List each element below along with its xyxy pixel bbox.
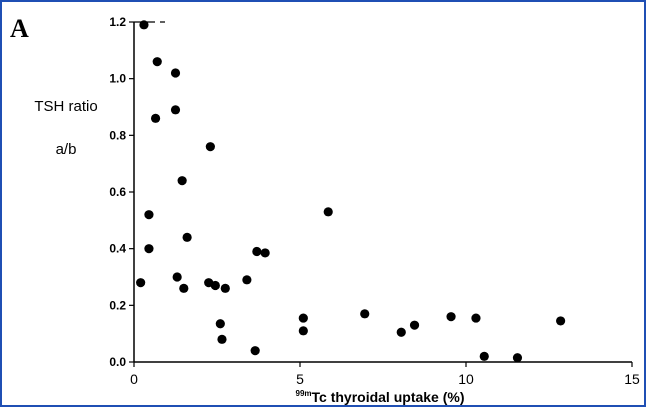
data-point (242, 275, 252, 285)
data-point (172, 272, 182, 282)
data-point (136, 278, 146, 288)
data-point (298, 326, 308, 336)
y-tick-label: 0.4 (109, 242, 126, 256)
x-tick-label: 0 (130, 371, 138, 387)
data-point (170, 105, 181, 115)
data-point (205, 142, 215, 152)
x-tick-label: 15 (624, 371, 640, 387)
x-axis-label: 99mTc thyroidal uptake (%) (296, 389, 465, 405)
data-point (409, 320, 420, 330)
data-point (250, 346, 260, 356)
data-point (144, 244, 154, 254)
x-tick-label: 10 (458, 371, 474, 387)
panel-label: A (10, 14, 29, 43)
y-axis-label-line2: a/b (56, 141, 77, 158)
data-point (170, 68, 181, 78)
data-point (252, 246, 262, 257)
data-point (217, 334, 227, 344)
data-point (556, 316, 566, 326)
x-tick-label: 5 (296, 371, 304, 387)
y-tick-label: 0.0 (109, 355, 126, 369)
y-tick-label: 0.8 (109, 128, 126, 142)
data-points (136, 20, 566, 363)
data-point (360, 309, 370, 319)
x-axis-label-main: Tc thyroidal uptake (%) (312, 389, 465, 405)
data-point (179, 283, 189, 293)
y-tick-label: 1.2 (109, 15, 126, 29)
data-point (215, 319, 225, 329)
y-axis-ticks: 0.0 0.2 0.4 0.6 0.8 1.0 1.2 (109, 15, 134, 369)
x-axis-ticks: 0 5 10 15 (130, 362, 640, 387)
x-axis-label-superscript: 99m (296, 389, 312, 398)
y-tick-label: 0.2 (109, 298, 126, 312)
y-tick-label: 1.0 (109, 72, 126, 86)
data-point (446, 312, 456, 322)
data-point (152, 57, 162, 67)
y-axis-label-line1: TSH ratio (34, 98, 97, 115)
data-point (144, 210, 154, 220)
data-point (260, 248, 270, 258)
data-point (298, 313, 308, 323)
data-point (471, 313, 481, 323)
data-point (512, 353, 523, 363)
data-point (177, 176, 187, 186)
data-point (323, 207, 333, 217)
data-point (210, 280, 220, 291)
y-tick-label: 0.6 (109, 185, 126, 199)
data-point (139, 20, 149, 30)
data-point (479, 351, 489, 361)
data-point (182, 232, 192, 242)
data-point (396, 327, 406, 337)
data-point (150, 113, 161, 123)
data-point (220, 283, 230, 293)
